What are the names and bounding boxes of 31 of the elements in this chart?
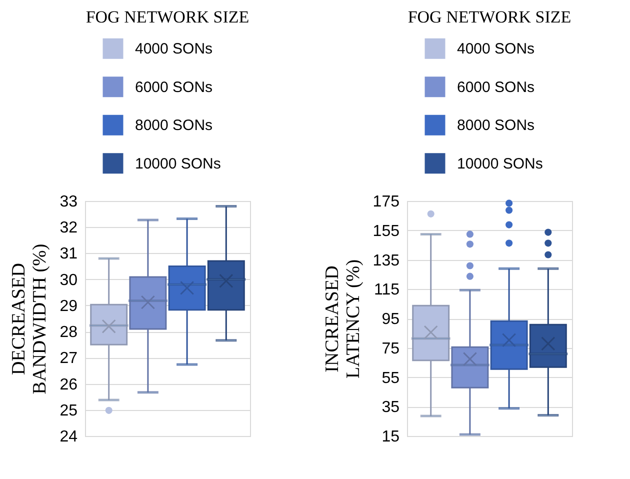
y-axis-title: INCREASED LATENCY (%)	[322, 259, 364, 379]
y-tick-label: 27	[60, 350, 78, 368]
legend-label: 4000 SONs	[135, 40, 213, 58]
y-tick-label: 55	[382, 370, 400, 387]
y-tick-label: 26	[60, 376, 78, 394]
y-tick-label: 31	[60, 246, 78, 263]
y-tick-label: 75	[382, 340, 400, 358]
y-tick-label: 28	[60, 324, 78, 342]
legend-label: 10000 SONs	[135, 155, 221, 172]
legend-title: FOG NETWORK SIZE	[86, 7, 250, 26]
y-tick-label: 25	[60, 402, 78, 420]
y-tick-label: 30	[60, 272, 78, 289]
y-tick-label: 15	[382, 428, 400, 446]
legend-title: FOG NETWORK SIZE	[408, 7, 572, 26]
legend-label: 6000 SONs	[135, 78, 213, 96]
y-tick-label: 32	[60, 220, 78, 237]
legend-label: 8000 SONs	[135, 117, 213, 134]
y-tick-label: 35	[382, 399, 400, 416]
legend-label: 6000 SONs	[457, 78, 535, 96]
y-tick-label: 155	[372, 222, 400, 240]
y-tick-label: 33	[60, 194, 78, 210]
legend-label: 10000 SONs	[457, 155, 543, 172]
y-axis-title: DECREASED BANDWIDTH (%)	[8, 244, 51, 394]
y-tick-label: 29	[60, 298, 78, 315]
y-tick-label: 24	[60, 428, 78, 446]
legend-label: 4000 SONs	[457, 40, 535, 58]
y-tick-label: 115	[374, 282, 400, 299]
legend-label: 8000 SONs	[457, 117, 535, 134]
y-tick-label: 135	[372, 252, 400, 270]
y-tick-label: 95	[382, 311, 400, 328]
y-tick-label: 175	[372, 194, 400, 210]
